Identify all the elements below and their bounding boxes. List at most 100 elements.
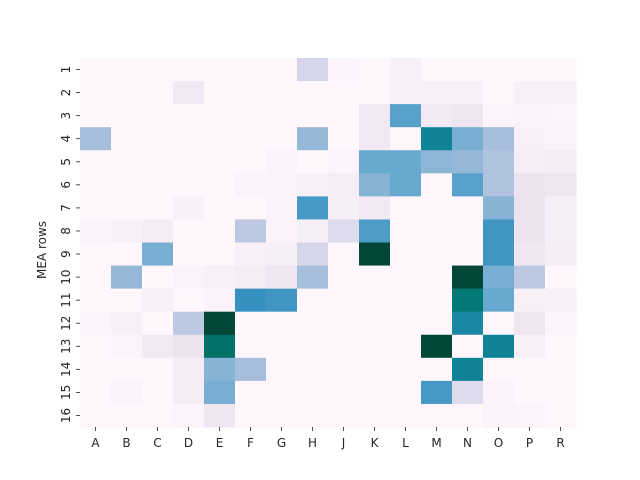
- heatmap-cell-14-G: [266, 357, 298, 382]
- x-tick-label: P: [526, 436, 533, 450]
- heatmap-cell-5-D: [173, 150, 205, 174]
- x-tick-label: D: [184, 436, 193, 450]
- heatmap-cell-7-F: [235, 196, 267, 221]
- heatmap-cell-4-N: [452, 127, 484, 151]
- heatmap-cell-4-A: [80, 127, 112, 151]
- heatmap-cell-7-P: [514, 196, 546, 221]
- heatmap-cell-11-M: [421, 288, 453, 313]
- heatmap-cell-11-R: [545, 288, 577, 313]
- heatmap-cell-5-J: [328, 150, 360, 174]
- y-tick-label: 4: [59, 135, 73, 143]
- heatmap-cell-10-F: [235, 265, 267, 290]
- heatmap-cell-2-A: [80, 81, 112, 105]
- heatmap-cell-11-K: [359, 288, 391, 313]
- heatmap-cell-5-A: [80, 150, 112, 174]
- heatmap-cell-5-O: [483, 150, 515, 174]
- heatmap-cell-8-G: [266, 219, 298, 244]
- heatmap-cell-9-P: [514, 242, 546, 267]
- heatmap-cell-13-A: [80, 334, 112, 359]
- heatmap-cell-15-B: [111, 380, 143, 405]
- heatmap-cell-13-P: [514, 334, 546, 359]
- heatmap-cell-6-O: [483, 173, 515, 197]
- heatmap-cell-15-N: [452, 380, 484, 405]
- heatmap-cell-6-A: [80, 173, 112, 197]
- heatmap-cell-5-R: [545, 150, 577, 174]
- heatmap-cell-12-K: [359, 311, 391, 336]
- y-tick-label: 14: [59, 362, 73, 377]
- heatmap-cell-8-C: [142, 219, 174, 244]
- heatmap-cell-7-O: [483, 196, 515, 221]
- heatmap-cell-2-L: [390, 81, 422, 105]
- heatmap-cell-5-G: [266, 150, 298, 174]
- y-tick-label: 10: [59, 269, 73, 284]
- heatmap-cell-8-K: [359, 219, 391, 244]
- heatmap-cell-15-P: [514, 380, 546, 405]
- heatmap-cell-8-F: [235, 219, 267, 244]
- y-tick-label: 5: [59, 158, 73, 166]
- heatmap-cell-4-R: [545, 127, 577, 151]
- heatmap-cell-12-M: [421, 311, 453, 336]
- heatmap-cell-13-O: [483, 334, 515, 359]
- heatmap-cell-11-C: [142, 288, 174, 313]
- heatmap-cell-7-J: [328, 196, 360, 221]
- heatmap-cell-1-O: [483, 58, 515, 82]
- heatmap-cell-15-M: [421, 380, 453, 405]
- heatmap-cell-9-D: [173, 242, 205, 267]
- heatmap-cell-11-N: [452, 288, 484, 313]
- heatmap-cell-9-G: [266, 242, 298, 267]
- heatmap-cell-7-D: [173, 196, 205, 221]
- heatmap-cell-14-D: [173, 357, 205, 382]
- heatmap-cell-1-C: [142, 58, 174, 82]
- heatmap-cell-9-E: [204, 242, 236, 267]
- heatmap-cell-11-O: [483, 288, 515, 313]
- heatmap-cell-10-D: [173, 265, 205, 290]
- heatmap-cell-16-F: [235, 403, 267, 428]
- heatmap-cell-3-D: [173, 104, 205, 128]
- heatmap-cell-5-K: [359, 150, 391, 174]
- heatmap-cell-1-E: [204, 58, 236, 82]
- heatmap-cell-2-K: [359, 81, 391, 105]
- heatmap-cell-4-E: [204, 127, 236, 151]
- heatmap-cell-8-L: [390, 219, 422, 244]
- heatmap-cell-14-L: [390, 357, 422, 382]
- heatmap-cell-9-H: [297, 242, 329, 267]
- heatmap-cell-2-G: [266, 81, 298, 105]
- heatmap-cell-16-P: [514, 403, 546, 428]
- heatmap-cell-14-C: [142, 357, 174, 382]
- heatmap-cell-13-F: [235, 334, 267, 359]
- heatmap-cell-8-M: [421, 219, 453, 244]
- heatmap-cell-16-E: [204, 403, 236, 428]
- x-tick-label: E: [216, 436, 224, 450]
- y-tick-label: 7: [59, 204, 73, 212]
- heatmap-cell-3-L: [390, 104, 422, 128]
- heatmap-cell-7-R: [545, 196, 577, 221]
- heatmap-cell-7-L: [390, 196, 422, 221]
- heatmap-cell-9-O: [483, 242, 515, 267]
- heatmap-cell-16-L: [390, 403, 422, 428]
- heatmap-cell-9-A: [80, 242, 112, 267]
- heatmap-cell-9-F: [235, 242, 267, 267]
- heatmap-cell-6-H: [297, 173, 329, 197]
- heatmap-cell-2-R: [545, 81, 577, 105]
- heatmap-cell-16-C: [142, 403, 174, 428]
- heatmap-cell-6-E: [204, 173, 236, 197]
- heatmap-cell-14-B: [111, 357, 143, 382]
- heatmap-cell-4-C: [142, 127, 174, 151]
- heatmap-cell-3-N: [452, 104, 484, 128]
- heatmap-cell-4-M: [421, 127, 453, 151]
- heatmap-cell-10-C: [142, 265, 174, 290]
- heatmap-cell-14-J: [328, 357, 360, 382]
- heatmap-cell-2-P: [514, 81, 546, 105]
- heatmap-cell-1-P: [514, 58, 546, 82]
- heatmap-cell-9-C: [142, 242, 174, 267]
- heatmap-cell-16-H: [297, 403, 329, 428]
- heatmap-cell-8-A: [80, 219, 112, 244]
- heatmap-cell-3-R: [545, 104, 577, 128]
- heatmap-cell-16-B: [111, 403, 143, 428]
- heatmap-cell-16-G: [266, 403, 298, 428]
- y-tick-label: 12: [59, 316, 73, 331]
- heatmap-cell-3-H: [297, 104, 329, 128]
- heatmap-cell-2-M: [421, 81, 453, 105]
- heatmap-cell-10-N: [452, 265, 484, 290]
- y-tick-label: 16: [59, 408, 73, 423]
